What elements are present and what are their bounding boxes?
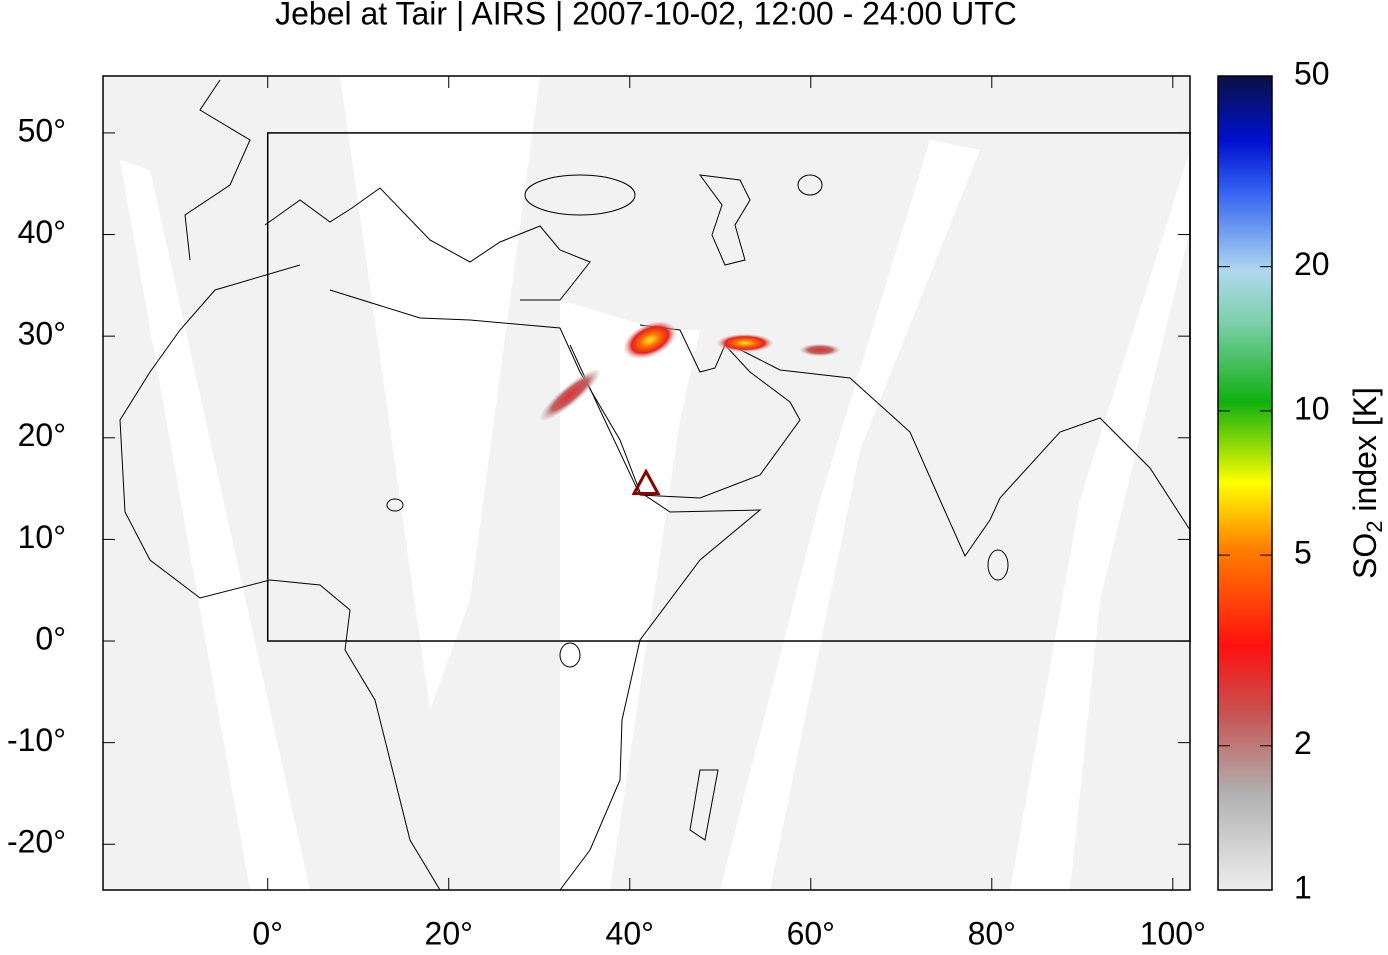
x-tick-label: 80° (968, 915, 1016, 950)
y-tick-label: 30° (18, 316, 66, 352)
x-tick-label: 100° (1140, 915, 1206, 950)
y-tick-label: -20° (7, 824, 66, 860)
x-tick-label: 0° (252, 915, 283, 950)
x-tick-label: 60° (787, 915, 835, 950)
y-tick-label: 10° (18, 519, 66, 555)
colorbar-tick-label: 10 (1294, 390, 1330, 426)
swath-gaps (120, 76, 1190, 890)
label-part: index [K] (1347, 387, 1383, 520)
label-part: SO (1347, 533, 1383, 579)
colorbar-tick-label: 1 (1294, 869, 1312, 905)
y-tick-label: 40° (18, 214, 66, 250)
colorbar-tick-label: 50 (1294, 55, 1330, 91)
colorbar-tick-label: 5 (1294, 535, 1312, 571)
colorbar-tick-label: 2 (1294, 725, 1312, 761)
x-tick-label: 20° (425, 915, 473, 950)
map-area (103, 76, 1190, 890)
y-tick-label: 0° (35, 620, 66, 656)
colorbar-label: SO2 index [K] (1347, 387, 1386, 579)
region-box (266, 132, 1191, 642)
y-tick-label: 50° (18, 112, 66, 148)
y-tick-label: 20° (18, 417, 66, 453)
colorbar (1217, 75, 1273, 891)
label-subscript: 2 (1362, 520, 1387, 532)
map-title: Jebel at Tair | AIRS | 2007-10-02, 12:00… (275, 0, 1017, 31)
volcano-marker (631, 468, 661, 496)
colorbar-tick-label: 20 (1294, 246, 1330, 282)
so2-plumes (540, 321, 840, 421)
y-tick-label: -10° (7, 722, 66, 758)
x-tick-label: 40° (606, 915, 654, 950)
